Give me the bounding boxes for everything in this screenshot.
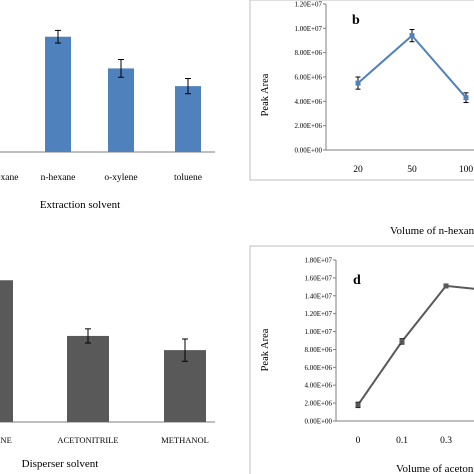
panel-b-x-tick-labels: 20 50 100 — [353, 165, 473, 175]
panel-b-point — [463, 95, 469, 101]
panel-d-y-tick-label: 1.80E+07 — [305, 257, 333, 265]
panel-d-point — [399, 338, 405, 344]
panel-c-x-axis-title: Disperser solvent — [22, 458, 99, 470]
panel-d-y-tick-label: 0.00E+00 — [305, 418, 333, 426]
panel-d-x-axis-title: Volume of acetonitrile — [396, 463, 474, 474]
panel-d-label: d — [353, 273, 361, 288]
panel-b-y-tick-labels: 0.00E+00 2.00E+06 4.00E+06 6.00E+06 8.00E+06… — [295, 1, 326, 155]
panel-d-y-tick-label: 8.00E+06 — [305, 346, 333, 354]
panel-a-extraction-solvent: hexane n-hexane o-xylene toluene Extract… — [0, 29, 215, 211]
panel-d-y-tick-label: 1.20E+07 — [305, 310, 333, 318]
panel-a-category-label: o-xylene — [104, 173, 137, 183]
panel-a-bar — [45, 36, 71, 152]
panel-c-category-labels: ACETONE ACETONITRILE METHANOL — [0, 435, 209, 445]
panel-d-y-tick-label: 6.00E+06 — [305, 364, 333, 372]
panel-b-y-tick-label: 6.00E+06 — [295, 74, 323, 82]
panel-a-category-label: toluene — [174, 173, 202, 183]
panel-d-x-tick-labels: 0 0.1 0.3 — [356, 436, 453, 446]
panel-b-frame — [249, 0, 474, 181]
panel-a-category-label: n-hexane — [41, 173, 76, 183]
panel-d-y-tick-label: 1.00E+07 — [305, 328, 333, 336]
panel-b-x-tick-label: 100 — [459, 165, 474, 175]
panel-b-label: b — [352, 13, 360, 28]
panel-b-y-axis-title: Peak Area — [260, 73, 271, 116]
panel-d-point — [355, 402, 361, 408]
panel-d-point — [443, 283, 449, 289]
panel-d-y-axis-title: Peak Area — [260, 328, 271, 371]
panel-d-x-tick-label: 0.3 — [440, 436, 452, 446]
panel-d-series — [355, 283, 474, 409]
panel-b-series-line — [357, 34, 467, 99]
panel-d-y-tick-label: 1.60E+07 — [305, 274, 333, 282]
panel-c-category-label: METHANOL — [161, 435, 209, 445]
panel-d-x-tick-label: 0.1 — [396, 436, 408, 446]
panel-d-x-tick-label: 0 — [356, 436, 361, 446]
panel-a-x-axis-title: Extraction solvent — [40, 199, 120, 211]
panel-a-category-labels: hexane n-hexane o-xylene toluene — [0, 173, 202, 183]
panel-c-bar — [0, 280, 13, 422]
panel-d-frame — [249, 245, 474, 474]
panel-b-y-tick-label: 1.00E+07 — [295, 25, 323, 33]
panel-b-y-tick-label: 2.00E+06 — [295, 122, 323, 130]
panel-b-point — [409, 33, 415, 39]
panel-b-series — [355, 29, 469, 104]
panel-c-disperser-solvent: ACETONE ACETONITRILE METHANOL Disperser … — [0, 280, 215, 470]
panel-d-series-line — [357, 284, 474, 406]
panel-d-y-tick-label: 4.00E+06 — [305, 382, 333, 390]
panel-d-volume-acetonitrile: 0.00E+00 2.00E+06 4.00E+06 6.00E+06 8.00E+06… — [249, 245, 474, 474]
panel-a-bar — [108, 68, 134, 152]
panel-a-bars — [45, 29, 201, 152]
panel-a-bar — [175, 86, 201, 152]
panel-d-y-tick-label: 2.00E+06 — [305, 400, 333, 408]
panel-c-bar — [67, 335, 109, 422]
panel-c-bars — [0, 280, 206, 422]
panel-b-y-tick-label: 1.20E+07 — [295, 1, 323, 9]
panel-b-point — [355, 80, 361, 86]
panel-a-category-label: hexane — [0, 173, 18, 183]
panel-b-y-tick-label: 8.00E+06 — [295, 49, 323, 57]
panel-b-x-tick-label: 50 — [407, 165, 417, 175]
panel-c-category-label: ACETONITRILE — [57, 435, 118, 445]
panel-b-volume-n-hexane: 0.00E+00 2.00E+06 4.00E+06 6.00E+06 8.00E+06… — [249, 0, 474, 237]
panel-b-y-tick-label: 0.00E+00 — [295, 147, 323, 155]
panel-d-y-tick-labels: 0.00E+00 2.00E+06 4.00E+06 6.00E+06 8.00E+06… — [305, 257, 336, 426]
panel-c-category-label: ACETONE — [0, 435, 12, 445]
panel-c-bar — [164, 350, 206, 422]
panel-b-x-tick-label: 20 — [353, 165, 363, 175]
panel-b-x-axis-title: Volume of n-hexane — [390, 225, 474, 237]
panel-b-y-tick-label: 4.00E+06 — [295, 98, 323, 106]
panel-d-y-tick-label: 1.40E+07 — [305, 292, 333, 300]
